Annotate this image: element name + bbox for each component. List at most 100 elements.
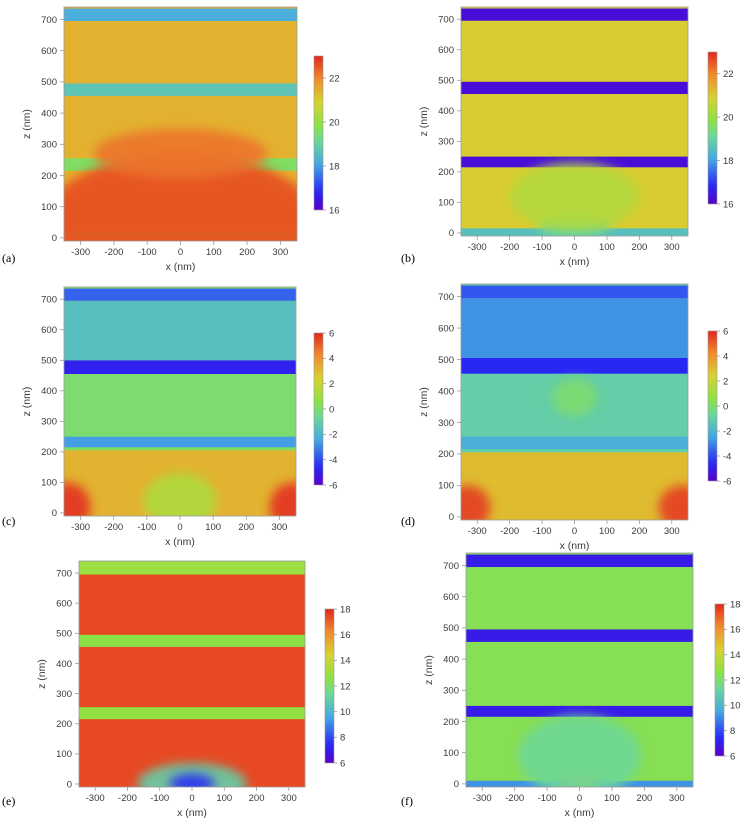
- x-tick-label: -200: [500, 526, 519, 537]
- x-axis-label: x (nm): [166, 261, 196, 273]
- colorbar-tick-label: 12: [730, 675, 741, 686]
- y-axis-label: z (nm): [418, 107, 430, 137]
- x-tick-label: 0: [178, 247, 183, 258]
- layer-band: [461, 298, 688, 358]
- colorbar-tick-label: 18: [723, 156, 734, 167]
- colorbar-tick-label: 0: [723, 401, 728, 412]
- colorbar-gradient: [707, 330, 718, 482]
- y-tick-label: 700: [41, 295, 57, 306]
- y-tick-label: 600: [443, 592, 459, 603]
- y-tick-label: 400: [443, 654, 459, 665]
- y-tick-label: 200: [56, 719, 72, 730]
- y-tick-label: 500: [41, 77, 57, 88]
- colorbar-tick-label: 10: [730, 701, 741, 712]
- y-tick-label: 400: [438, 106, 454, 117]
- x-tick-label: 100: [599, 526, 615, 537]
- y-tick-label: 300: [41, 140, 57, 151]
- layer-band: [461, 81, 688, 95]
- x-tick-label: -100: [150, 793, 169, 804]
- panel-d: -300 -200 -100 0 100 200 300010020030040050060…: [401, 283, 731, 552]
- colorbar-tick-label: 14: [730, 650, 741, 661]
- colorbar-tick-label: -6: [723, 476, 731, 487]
- y-tick-label: 200: [438, 449, 454, 460]
- x-tick-label: -100: [138, 247, 157, 258]
- x-axis-label: x (nm): [165, 536, 195, 548]
- x-tick-label: 0: [572, 242, 577, 253]
- colorbar-tick-label: 4: [329, 354, 334, 365]
- field-hotspot: [169, 773, 215, 787]
- y-tick-label: 100: [41, 478, 57, 489]
- layer-band: [64, 300, 296, 361]
- colorbar-tick-label: 16: [329, 205, 340, 216]
- colorbar-tick-label: 14: [340, 656, 351, 667]
- x-tick-label: -300: [468, 242, 487, 253]
- field-hotspot: [551, 378, 598, 417]
- colorbar: 16 18 20 22: [313, 55, 340, 216]
- field-hotspot: [509, 162, 640, 230]
- colorbar-tick-label: 20: [329, 117, 340, 128]
- y-tick-label: 0: [67, 779, 72, 790]
- x-tick-label: 200: [631, 526, 647, 537]
- colorbar-tick-label: 6: [329, 328, 334, 339]
- heatmap: [64, 7, 297, 241]
- colorbar-tick-label: 20: [723, 112, 734, 123]
- panel-f: -300 -200 -100 0 100 200 300 0 100 200 300 400 500 60…: [401, 552, 741, 819]
- x-tick-label: 0: [189, 793, 194, 804]
- y-axis-label: z (nm): [418, 387, 430, 417]
- layer-band: [461, 285, 688, 299]
- field-hotspot: [143, 473, 217, 516]
- layer-band: [466, 629, 693, 642]
- x-tick-label: -300: [71, 522, 90, 533]
- colorbar-tick-label: 6: [723, 326, 728, 337]
- x-tick-label: -200: [505, 793, 524, 804]
- x-tick-label: 100: [216, 793, 232, 804]
- x-tick-label: -200: [500, 242, 519, 253]
- x-tick-label: 300: [271, 522, 287, 533]
- y-tick-label: 500: [443, 623, 459, 634]
- heatmap: [461, 284, 688, 520]
- y-tick-label: 600: [41, 46, 57, 57]
- x-tick-label: 300: [664, 242, 680, 253]
- colorbar-tick-label: -6: [329, 480, 337, 491]
- colorbar-tick-label: 18: [329, 161, 340, 172]
- panel-label: (e): [2, 794, 15, 808]
- x-axis-label: x (nm): [565, 807, 595, 819]
- y-axis-label: z (nm): [36, 659, 48, 689]
- x-axis-label: x (nm): [560, 256, 590, 268]
- colorbar-tick-label: 18: [340, 604, 351, 615]
- colorbar-tick-label: 6: [730, 751, 735, 762]
- colorbar-tick-label: 8: [730, 726, 735, 737]
- colorbar-tick-label: -2: [329, 430, 337, 441]
- panel-a: -300 -200 -100 0 100 200 300 0 100 200 300 400 500 60…: [2, 6, 340, 273]
- colorbar: 6 8 10 12 14 16 18: [714, 599, 741, 762]
- colorbar-tick-label: 18: [730, 599, 741, 610]
- colorbar: -6 -4 -2 0 2 4 6: [707, 326, 731, 487]
- x-tick-label: -100: [533, 526, 552, 537]
- y-axis-label: z (nm): [21, 387, 33, 417]
- y-tick-label: 600: [41, 325, 57, 336]
- y-tick-label: 400: [438, 386, 454, 397]
- layer-band: [461, 452, 688, 520]
- y-tick-label: 100: [41, 202, 57, 213]
- layer-band: [461, 8, 688, 21]
- y-tick-label: 400: [41, 386, 57, 397]
- y-tick-label: 600: [438, 45, 454, 56]
- x-tick-label: 100: [205, 522, 221, 533]
- heatmap: [64, 287, 296, 516]
- colorbar-tick-label: 22: [723, 69, 734, 80]
- heatmap: [466, 553, 693, 787]
- x-tick-label: -200: [118, 793, 137, 804]
- x-tick-label: -100: [538, 793, 557, 804]
- layer-band: [461, 156, 688, 168]
- x-tick-label: -100: [533, 242, 552, 253]
- y-tick-label: 100: [56, 749, 72, 760]
- colorbar-tick-label: -4: [723, 451, 731, 462]
- layer-band: [79, 561, 305, 575]
- x-tick-label: -300: [468, 526, 487, 537]
- y-tick-label: 300: [443, 686, 459, 697]
- field-hotspot: [93, 128, 268, 179]
- y-tick-label: 700: [438, 292, 454, 303]
- x-tick-label: 0: [572, 526, 577, 537]
- panel-label: (a): [2, 251, 15, 265]
- x-tick-label: 200: [631, 242, 647, 253]
